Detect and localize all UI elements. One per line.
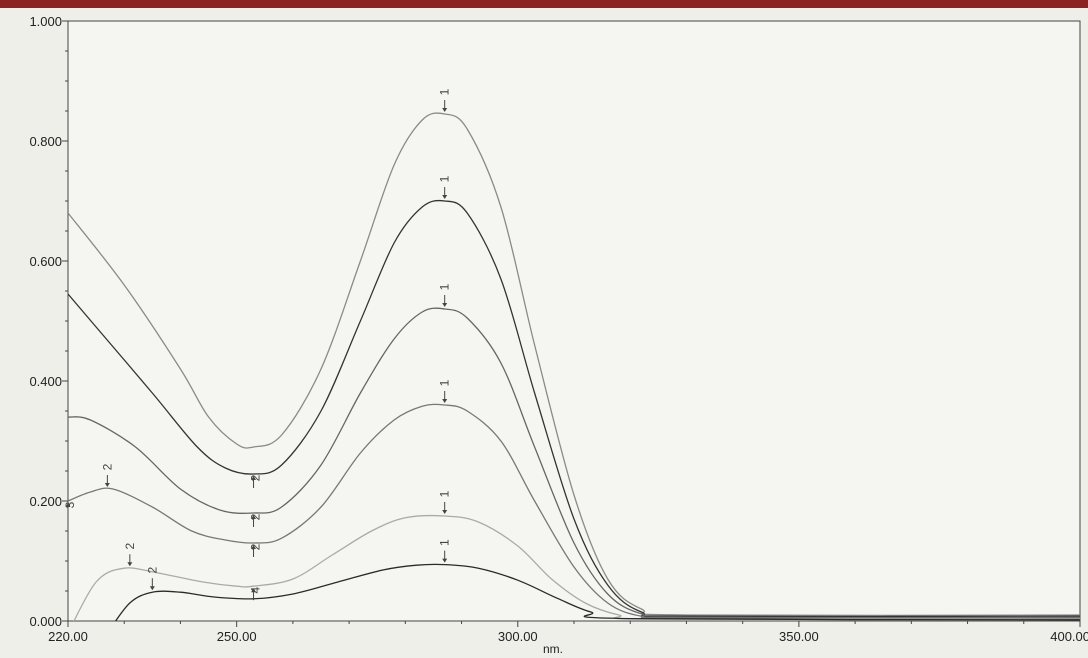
x-axis-label: nm. bbox=[543, 642, 563, 656]
peak-marker-label: 1 bbox=[438, 379, 452, 386]
peak-arrow-head bbox=[442, 510, 448, 514]
y-tick-label: 0.400 bbox=[29, 374, 62, 389]
peak-marker-label: 1 bbox=[438, 490, 452, 497]
peak-arrow-head bbox=[442, 399, 448, 403]
y-tick-label: 0.600 bbox=[29, 254, 62, 269]
valley-marker-label: 2 bbox=[249, 543, 263, 550]
peak-marker-label: 1 bbox=[438, 175, 452, 182]
spectrum-line-1 bbox=[68, 112, 1080, 617]
peak-arrow-head bbox=[442, 558, 448, 563]
header-bar bbox=[0, 0, 1088, 8]
y-tick-label: 1.000 bbox=[29, 14, 62, 29]
y-tick-label: 0.000 bbox=[29, 614, 62, 629]
valley-marker-label: 2 bbox=[249, 474, 263, 481]
plot-area: 0.000 0.200 0.400 0.600 0.800 1.000 220.00 250.… bbox=[29, 14, 1088, 644]
peak-marker-label: 2 bbox=[145, 567, 159, 574]
valley-marker-label: 3 bbox=[63, 501, 77, 508]
x-tick-label: 300.00 bbox=[498, 629, 538, 644]
x-tick-label: 400.00 bbox=[1050, 629, 1088, 644]
peak-marker-label: 2 bbox=[123, 543, 137, 550]
peak-arrow-head bbox=[149, 586, 155, 591]
spectrum-line-5 bbox=[73, 514, 1080, 621]
spectrum-line-4 bbox=[68, 403, 1080, 619]
peak-arrow-head bbox=[442, 195, 448, 199]
valley-arrow-head bbox=[251, 515, 257, 519]
y-tick-label: 0.800 bbox=[29, 134, 62, 149]
peak-marker-label: 1 bbox=[438, 88, 452, 95]
x-tick-label: 220.00 bbox=[48, 629, 88, 644]
valley-marker-label: 4 bbox=[249, 587, 263, 594]
peak-arrow-head bbox=[442, 303, 448, 307]
spectrum-chart: 0.000 0.200 0.400 0.600 0.800 1.000 220.00 250.… bbox=[0, 8, 1088, 658]
peak-arrow-head bbox=[127, 562, 133, 567]
spectrum-line-6 bbox=[114, 563, 1080, 621]
spectrum-line-2 bbox=[68, 199, 1080, 618]
x-tick-label: 250.00 bbox=[217, 629, 257, 644]
peak-marker-label: 2 bbox=[100, 463, 114, 470]
spectrum-line-3 bbox=[68, 307, 1080, 619]
valley-arrow-head bbox=[65, 503, 71, 507]
x-tick-label: 350.00 bbox=[779, 629, 819, 644]
peak-arrow-head bbox=[442, 108, 448, 112]
valley-arrow-head bbox=[251, 588, 257, 593]
peak-marker-label: 1 bbox=[438, 283, 452, 290]
valley-arrow-head bbox=[251, 545, 257, 549]
plot-frame bbox=[67, 20, 1081, 622]
peak-marker-label: 1 bbox=[438, 539, 452, 546]
peak-arrow-head bbox=[104, 483, 110, 487]
y-tick-label: 0.200 bbox=[29, 494, 62, 509]
valley-marker-label: 2 bbox=[249, 513, 263, 520]
valley-arrow-head bbox=[251, 476, 257, 480]
